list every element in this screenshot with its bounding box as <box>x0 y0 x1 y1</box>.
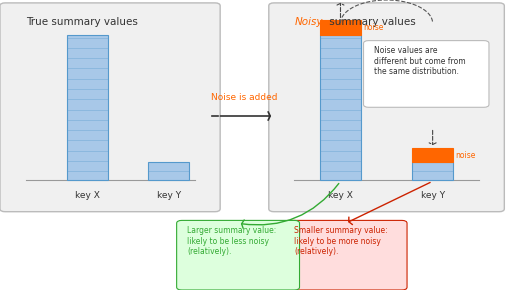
Text: noise: noise <box>364 23 384 32</box>
Text: summary values: summary values <box>326 17 416 27</box>
FancyBboxPatch shape <box>412 148 453 162</box>
Text: Noise values are
different but come from
the same distribution.: Noise values are different but come from… <box>374 46 465 76</box>
FancyBboxPatch shape <box>177 220 300 290</box>
Text: Smaller summary value:
likely to be more noisy
(relatively).: Smaller summary value: likely to be more… <box>294 226 388 256</box>
FancyBboxPatch shape <box>320 20 361 35</box>
FancyBboxPatch shape <box>148 162 189 180</box>
Text: Noise is added: Noise is added <box>211 93 278 102</box>
FancyBboxPatch shape <box>284 220 407 290</box>
FancyBboxPatch shape <box>67 35 108 180</box>
Text: True summary values: True summary values <box>26 17 138 27</box>
FancyBboxPatch shape <box>412 162 453 180</box>
Text: key X: key X <box>328 191 353 200</box>
Text: key Y: key Y <box>420 191 445 200</box>
FancyBboxPatch shape <box>269 3 504 212</box>
FancyBboxPatch shape <box>364 41 489 107</box>
Text: Larger summary value:
likely to be less noisy
(relatively).: Larger summary value: likely to be less … <box>187 226 276 256</box>
FancyBboxPatch shape <box>0 3 220 212</box>
FancyBboxPatch shape <box>320 35 361 180</box>
Text: key X: key X <box>75 191 99 200</box>
Text: noise: noise <box>456 151 476 160</box>
Text: key Y: key Y <box>157 191 181 200</box>
Text: Noisy: Noisy <box>294 17 323 27</box>
